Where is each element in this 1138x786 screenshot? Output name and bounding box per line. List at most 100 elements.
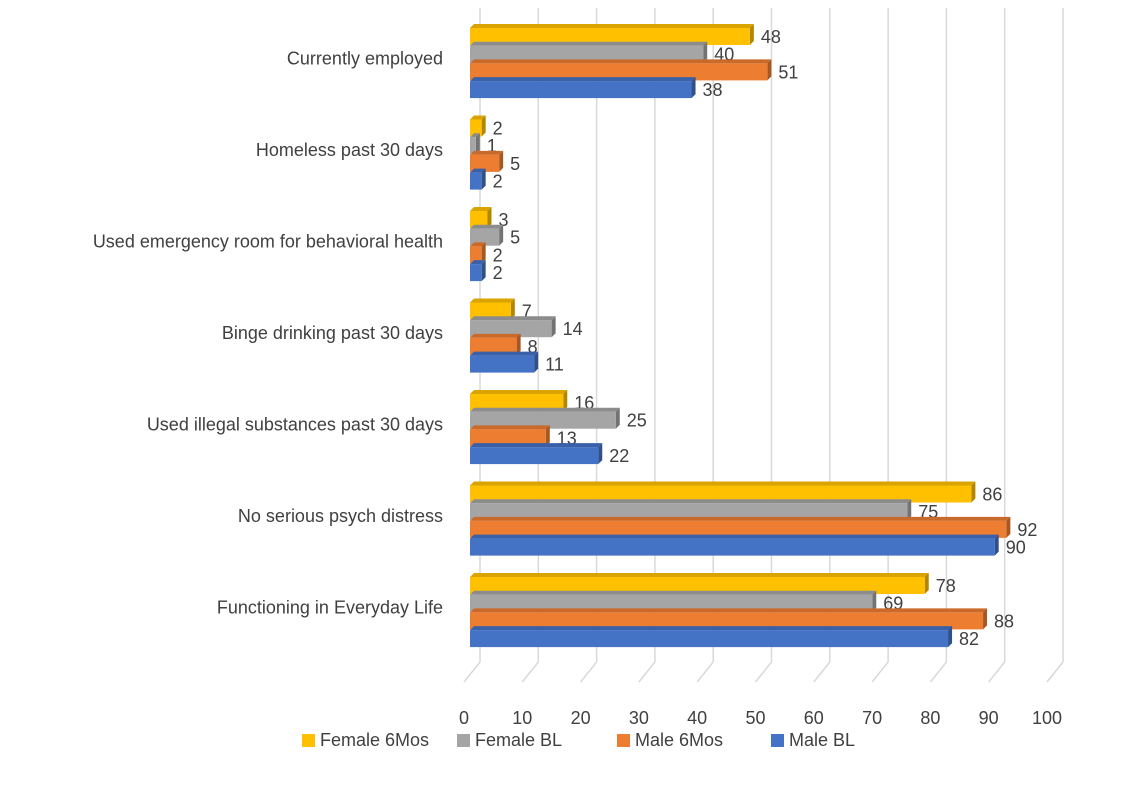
bar-top-face [470,41,708,46]
bar-top-face [470,590,877,595]
x-tick-label: 40 [687,708,707,728]
gridline-floor [929,661,947,683]
bar-side-face [475,133,480,155]
x-tick-label: 90 [979,708,999,728]
bar-side-face [563,390,568,411]
bar-top-face [470,168,486,173]
data-label: 2 [493,172,503,192]
bar-side-face [1006,516,1011,538]
legend-label: Female 6Mos [320,730,429,750]
bar-top-face [470,499,912,504]
bar-top-face [470,516,1011,521]
legend-item: Female 6Mos [302,730,429,750]
bar-top-face [470,608,988,613]
bar [470,411,616,429]
category-label: Functioning in Everyday Life [217,597,443,617]
gridline-floor [580,661,598,683]
bar [470,154,500,172]
bar-top-face [470,407,620,412]
bar-side-face [983,608,988,630]
data-label: 92 [1017,520,1037,540]
data-label: 78 [936,576,956,596]
gridline-floor [871,661,889,683]
bar-top-face [470,115,486,120]
x-tick-label: 100 [1032,708,1062,728]
data-label: 7 [522,302,532,322]
x-tick-label: 50 [745,708,765,728]
bar [470,538,995,556]
bar-top-face [470,390,568,394]
data-label: 11 [545,355,564,375]
bar-top-face [470,224,504,229]
bar-top-face [470,24,754,28]
bar-top-face [470,207,492,211]
bar-side-face [481,115,486,137]
bar-side-face [534,351,539,373]
bar-top-face [470,77,696,82]
bar-side-face [499,224,504,246]
category-labels: Currently employed Homeless past 30 days U… [93,48,443,617]
legend-swatch [771,734,784,747]
bar-side-face [749,24,754,45]
gridline-floor [813,661,831,683]
bar [470,337,517,355]
bar-side-face [907,499,912,521]
bar [470,63,768,81]
bar-side-face [551,316,556,338]
x-tick-label: 0 [459,708,469,728]
bar [470,612,984,630]
x-tick-label: 70 [862,708,882,728]
gridline-floor [638,661,656,683]
bar-top-face [470,443,603,448]
x-tick-label: 80 [920,708,940,728]
gridline-floor [1046,661,1064,683]
bar-side-face [481,168,486,190]
legend-swatch [457,734,470,747]
data-label: 48 [761,27,781,47]
data-label: 2 [493,119,503,139]
gridline-floor [988,661,1006,683]
category-label: Used illegal substances past 30 days [147,414,443,434]
bar-side-face [487,207,492,228]
bar [470,429,546,447]
bar [470,137,476,155]
category-label: No serious psych distress [238,506,443,526]
gridline-floor [696,661,714,683]
category-label: Currently employed [287,48,443,68]
bar [470,45,704,63]
data-label: 90 [1006,538,1026,558]
bar-top-face [470,242,486,247]
bar [470,577,925,594]
bar [470,28,750,45]
bar [470,211,488,228]
data-label: 14 [563,319,583,339]
bar [470,119,482,137]
bar-side-face [767,59,772,81]
bar-side-face [703,41,708,63]
x-tick-label: 60 [804,708,824,728]
bars: 4840513821523522714811162513228675929078… [470,24,1037,649]
bar-top-face [470,626,953,631]
bar [470,172,482,190]
legend-item: Female BL [457,730,562,750]
bar-side-face [598,443,603,465]
x-tick-label: 20 [571,708,591,728]
bar-top-face [470,425,550,430]
bar-side-face [499,150,504,172]
x-tick-label: 10 [512,708,532,728]
bar-side-face [872,590,877,612]
data-label: 2 [493,263,503,283]
bar-top-face [470,573,929,577]
data-label: 82 [959,629,979,649]
legend-swatch [617,734,630,747]
bar-side-face [691,77,696,99]
bar-side-face [615,407,620,429]
data-label: 88 [994,611,1014,631]
bar-top-face [470,316,556,321]
bar [470,447,599,465]
bar [470,228,500,246]
bar-top-face [470,150,504,155]
bar [470,320,552,338]
bar [470,394,564,411]
